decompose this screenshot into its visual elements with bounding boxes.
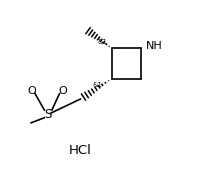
Text: S: S (44, 108, 52, 121)
Text: HCl: HCl (69, 144, 92, 157)
Text: O: O (28, 86, 36, 96)
Text: O: O (58, 86, 67, 96)
Text: &1: &1 (97, 40, 107, 45)
Text: &1: &1 (92, 82, 103, 88)
Text: NH: NH (146, 42, 162, 51)
